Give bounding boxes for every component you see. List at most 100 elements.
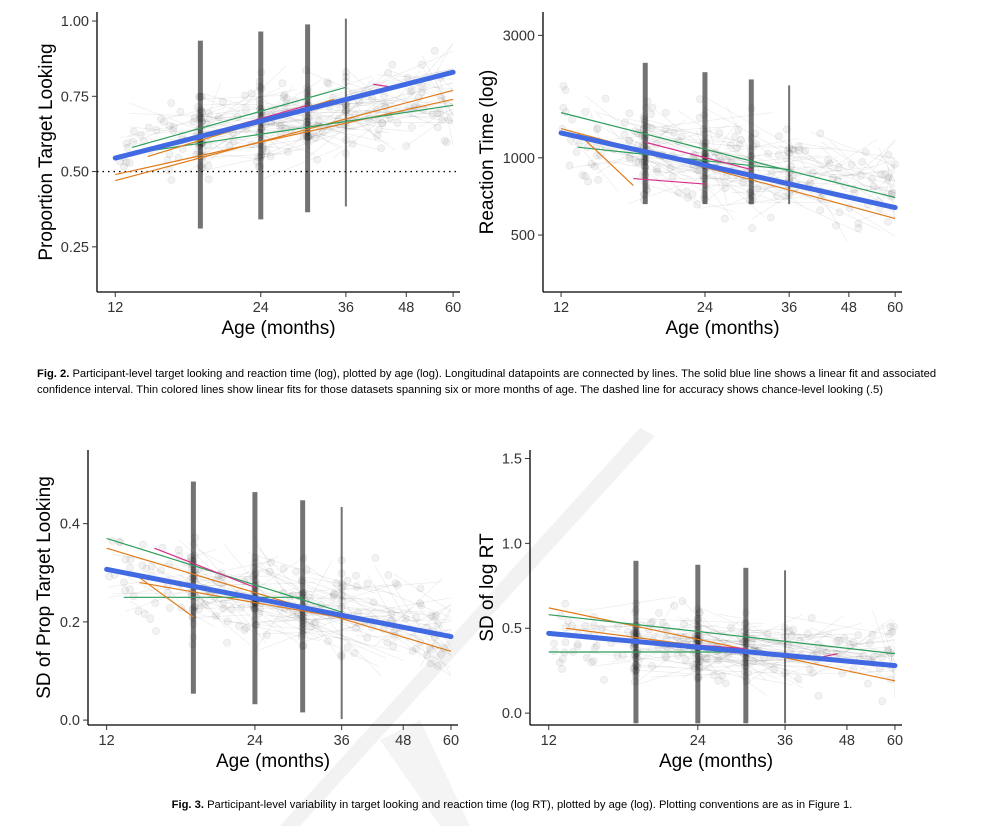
longitudinal-line <box>697 658 750 680</box>
figure-2-caption: Fig. 2. Participant-level target looking… <box>37 366 987 398</box>
longitudinal-line <box>346 82 454 116</box>
participant-point <box>884 217 892 226</box>
participant-point <box>674 188 683 197</box>
participant-point <box>624 627 633 636</box>
longitudinal-line <box>858 641 896 673</box>
x-tick-label: 24 <box>690 733 706 749</box>
longitudinal-line <box>419 609 452 668</box>
longitudinal-line <box>315 77 399 103</box>
y-tick-label: 0.50 <box>61 165 89 181</box>
participant-point <box>626 154 635 163</box>
longitudinal-line <box>372 92 405 109</box>
participant-point <box>282 94 291 103</box>
participant-point <box>596 151 605 160</box>
participant-point <box>121 586 129 595</box>
longitudinal-line <box>389 76 454 105</box>
longitudinal-line <box>699 624 806 636</box>
longitudinal-line <box>254 629 364 635</box>
longitudinal-line <box>374 586 452 618</box>
participant-point <box>167 176 176 185</box>
longitudinal-line <box>633 669 702 675</box>
y-tick-label: 1.0 <box>502 536 522 552</box>
participant-point <box>416 584 425 593</box>
longitudinal-line <box>717 660 816 668</box>
participant-point <box>165 166 174 175</box>
participant-point <box>624 136 633 145</box>
watermark-shape <box>380 720 470 826</box>
longitudinal-line <box>200 153 282 159</box>
participant-point <box>561 599 570 608</box>
longitudinal-line <box>715 155 829 171</box>
longitudinal-line <box>596 119 687 174</box>
longitudinal-line <box>629 138 755 200</box>
participant-point <box>889 622 898 631</box>
participant-point <box>767 169 776 178</box>
participant-point <box>721 679 730 688</box>
participant-point <box>306 622 315 631</box>
age-band <box>743 567 749 724</box>
longitudinal-line <box>345 104 380 107</box>
longitudinal-line <box>319 115 444 120</box>
longitudinal-line <box>301 605 424 615</box>
participant-point <box>311 618 320 627</box>
participant-point <box>581 172 590 181</box>
longitudinal-line <box>745 633 855 636</box>
participant-point <box>223 617 232 626</box>
longitudinal-line <box>565 625 662 628</box>
longitudinal-line <box>260 114 377 134</box>
longitudinal-line <box>260 119 383 159</box>
participant-point <box>677 132 686 141</box>
participant-point <box>350 649 359 658</box>
longitudinal-line <box>197 151 257 159</box>
participant-point <box>292 567 301 576</box>
longitudinal-line <box>387 630 452 677</box>
participant-point <box>165 604 174 612</box>
longitudinal-line <box>633 641 691 685</box>
longitudinal-line <box>254 607 284 651</box>
participant-point <box>877 170 885 179</box>
participant-point <box>353 582 361 591</box>
longitudinal-line <box>705 625 741 640</box>
longitudinal-line <box>258 85 295 132</box>
longitudinal-line <box>196 104 289 159</box>
participant-point <box>204 109 213 118</box>
longitudinal-line <box>201 147 305 172</box>
participant-point <box>715 153 724 162</box>
overall-fit-line <box>104 566 454 640</box>
figure-3-label: Fig. 3. <box>171 799 204 811</box>
participant-point <box>363 633 372 642</box>
participant-point <box>129 592 138 601</box>
longitudinal-line <box>890 650 896 698</box>
longitudinal-line <box>789 670 892 676</box>
panel-sd-prop-target-looking: 12 24 36 48 60 0.0 0.2 0.4 Age (months) SD of Pro… <box>34 450 459 772</box>
participant-point <box>720 214 729 223</box>
longitudinal-line <box>746 646 862 658</box>
longitudinal-line <box>873 138 896 171</box>
longitudinal-line <box>381 128 413 133</box>
participant-point <box>807 614 816 622</box>
longitudinal-line <box>259 118 380 151</box>
x-tick-label: 60 <box>887 300 903 316</box>
longitudinal-line <box>195 603 330 610</box>
participant-cloud <box>105 481 452 720</box>
participant-point <box>573 640 582 649</box>
participant-point <box>406 87 414 96</box>
x-tick-label: 24 <box>253 300 269 316</box>
participant-point <box>670 128 678 137</box>
longitudinal-line <box>757 639 877 653</box>
longitudinal-line <box>591 652 713 667</box>
participant-point <box>315 117 324 125</box>
participant-point <box>375 125 383 134</box>
longitudinal-line <box>405 621 452 628</box>
longitudinal-line <box>255 616 302 645</box>
participant-point <box>389 642 398 651</box>
age-band <box>695 564 701 724</box>
participant-point <box>136 130 145 139</box>
longitudinal-line <box>329 68 454 96</box>
participant-point <box>614 622 622 631</box>
longitudinal-line <box>791 632 840 662</box>
longitudinal-line <box>745 634 876 665</box>
x-tick-label: 12 <box>107 300 123 316</box>
longitudinal-line <box>635 635 697 663</box>
participant-point <box>886 623 895 632</box>
